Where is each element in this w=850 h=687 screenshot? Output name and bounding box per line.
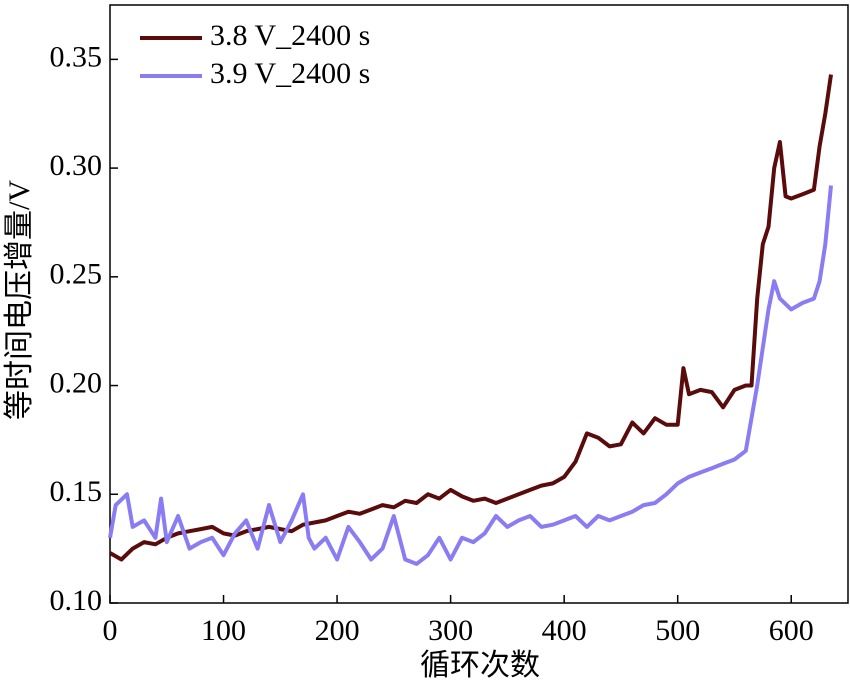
- legend-label: 3.8 V_2400 s: [210, 19, 370, 52]
- x-tick-label: 400: [542, 614, 587, 647]
- legend-label: 3.9 V_2400 s: [210, 57, 370, 90]
- y-tick-label: 0.15: [50, 475, 103, 508]
- x-tick-label: 600: [769, 614, 814, 647]
- x-tick-label: 300: [428, 614, 473, 647]
- data-line: [109, 74, 833, 562]
- y-tick-label: 0.30: [50, 149, 103, 182]
- y-tick-label: 0.35: [50, 40, 103, 73]
- data-line: [108, 185, 833, 566]
- x-tick-label: 100: [201, 614, 246, 647]
- y-tick-label: 0.20: [50, 366, 103, 399]
- x-tick-label: 500: [655, 614, 700, 647]
- y-tick-label: 0.10: [50, 584, 103, 617]
- y-axis-label: 等时间电压增量/V: [3, 180, 36, 420]
- x-tick-label: 200: [315, 614, 360, 647]
- x-axis-label: 循环次数: [420, 649, 540, 682]
- x-tick-label: 0: [103, 614, 118, 647]
- y-tick-label: 0.25: [50, 258, 103, 291]
- plot-frame: [109, 4, 849, 604]
